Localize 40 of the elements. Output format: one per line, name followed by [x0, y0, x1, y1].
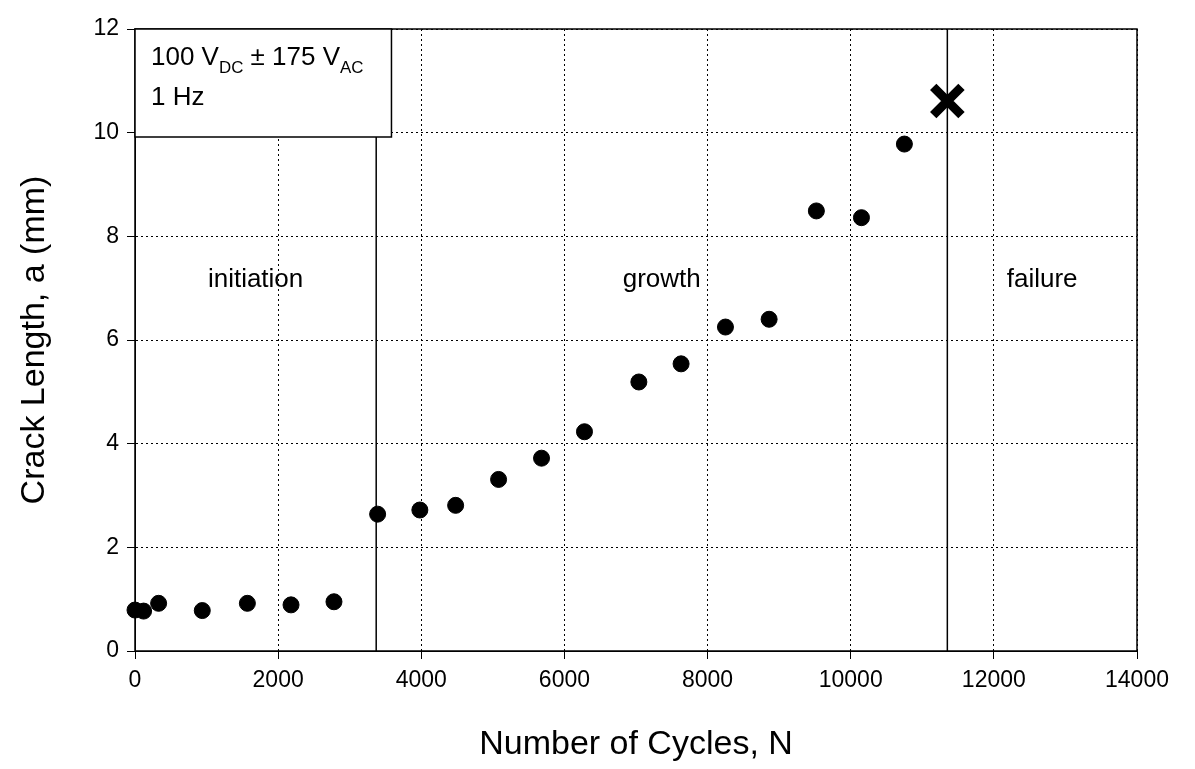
point	[533, 449, 551, 467]
point	[282, 596, 300, 614]
point	[672, 355, 690, 373]
point	[411, 501, 429, 519]
point	[325, 593, 343, 611]
y-tick-label: 12	[93, 14, 119, 41]
y-tick-label: 0	[106, 636, 119, 663]
point	[928, 82, 966, 120]
x-tick-label: 8000	[681, 666, 734, 693]
y-tick-label: 4	[106, 429, 120, 456]
point	[895, 135, 913, 153]
point	[575, 423, 593, 441]
x-tick-label: 12000	[961, 666, 1026, 693]
x-tick-label: 4000	[395, 666, 447, 693]
point	[852, 209, 870, 227]
y-axis-title: Crack Length, a (mm)	[12, 175, 51, 505]
x-axis-title: Number of Cycles, N	[479, 722, 793, 761]
x-tick-label: 6000	[538, 666, 591, 693]
x-tick-label: 0	[128, 666, 142, 693]
point	[238, 594, 256, 612]
x-tick-label: 2000	[252, 666, 304, 693]
point	[807, 202, 825, 220]
point	[716, 318, 734, 336]
annotation: 1 Hz	[151, 81, 205, 111]
y-tick-label: 6	[106, 325, 119, 352]
annotation: initiation	[207, 262, 304, 293]
annotation: growth	[622, 262, 701, 293]
point	[150, 594, 168, 612]
x-tick-label: 14000	[1105, 666, 1169, 693]
x-tick-label: 10000	[818, 666, 883, 693]
point	[490, 470, 508, 488]
y-tick-label: 8	[106, 221, 119, 248]
point	[369, 505, 387, 523]
point	[447, 496, 465, 514]
annotation: failure	[1006, 262, 1078, 293]
y-tick-label: 10	[93, 118, 119, 145]
point	[630, 373, 648, 391]
y-tick-label: 2	[106, 532, 119, 559]
point	[760, 310, 778, 328]
point	[193, 602, 211, 620]
